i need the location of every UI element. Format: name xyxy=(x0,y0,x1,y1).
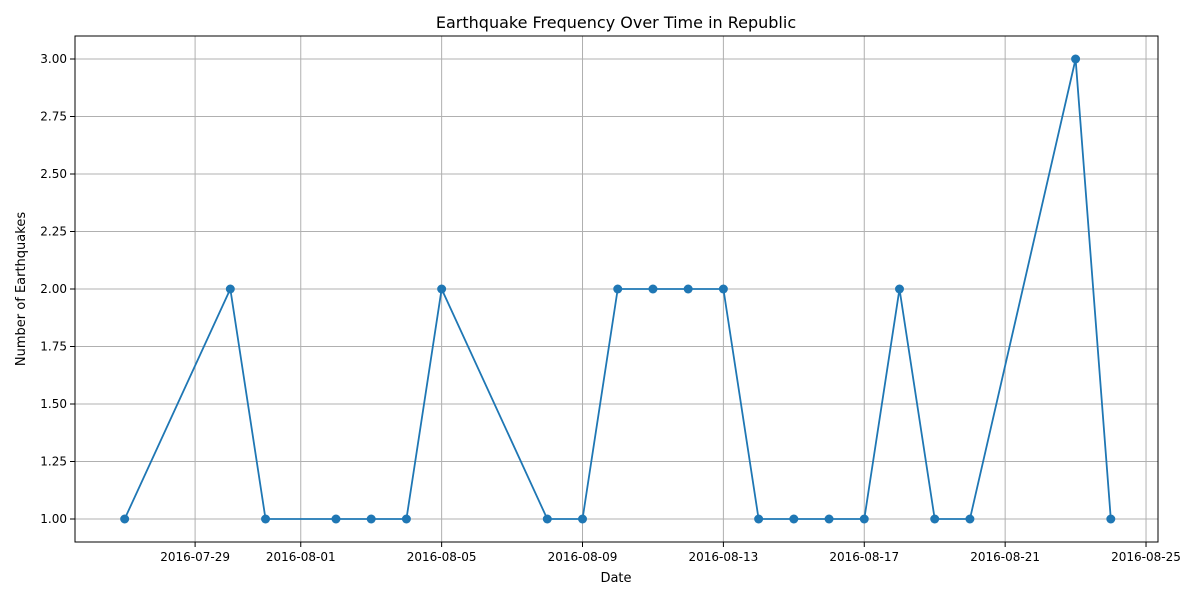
x-tick-label: 2016-08-05 xyxy=(407,550,477,564)
y-tick-label: 1.75 xyxy=(40,340,67,354)
data-point xyxy=(930,514,940,524)
grid-lines xyxy=(75,36,1158,542)
data-point xyxy=(261,514,271,524)
y-tick-label: 1.00 xyxy=(40,512,67,526)
chart-title: Earthquake Frequency Over Time in Republ… xyxy=(436,13,796,32)
data-point xyxy=(648,284,658,294)
data-point xyxy=(542,514,552,524)
x-tick-label: 2016-08-25 xyxy=(1111,550,1181,564)
x-tick-label: 2016-08-21 xyxy=(970,550,1040,564)
data-point xyxy=(824,514,834,524)
y-tick-label: 1.50 xyxy=(40,397,67,411)
data-point xyxy=(754,514,764,524)
data-point xyxy=(859,514,869,524)
y-tick-label: 2.00 xyxy=(40,282,67,296)
x-axis-label: Date xyxy=(600,571,631,586)
y-tick-label: 2.25 xyxy=(40,225,67,239)
data-point xyxy=(965,514,975,524)
data-point xyxy=(789,514,799,524)
data-points xyxy=(120,54,1116,524)
data-point xyxy=(613,284,623,294)
data-point xyxy=(401,514,411,524)
data-point xyxy=(1071,54,1081,64)
y-tick-label: 2.75 xyxy=(40,110,67,124)
data-point xyxy=(1106,514,1116,524)
x-tick-label: 2016-08-01 xyxy=(266,550,336,564)
x-tick-label: 2016-08-09 xyxy=(548,550,618,564)
x-axis: 2016-07-29 2016-08-01 2016-08-05 2016-08-09… xyxy=(160,542,1181,564)
y-tick-label: 3.00 xyxy=(40,52,67,66)
data-point xyxy=(331,514,341,524)
y-tick-label: 2.50 xyxy=(40,167,67,181)
data-point xyxy=(894,284,904,294)
y-axis-label: Number of Earthquakes xyxy=(14,212,29,366)
x-tick-label: 2016-08-17 xyxy=(829,550,899,564)
y-axis: 1.00 1.25 1.50 1.75 2.00 2.25 2.50 2.75 3.00 xyxy=(40,52,75,526)
y-tick-label: 1.25 xyxy=(40,455,67,469)
data-point xyxy=(683,284,693,294)
data-point xyxy=(225,284,235,294)
data-point xyxy=(437,284,447,294)
data-point xyxy=(578,514,588,524)
series-line xyxy=(123,58,1112,520)
data-point xyxy=(718,284,728,294)
data-point xyxy=(366,514,376,524)
data-point xyxy=(120,514,130,524)
x-tick-label: 2016-08-13 xyxy=(689,550,759,564)
x-tick-label: 2016-07-29 xyxy=(160,550,230,564)
